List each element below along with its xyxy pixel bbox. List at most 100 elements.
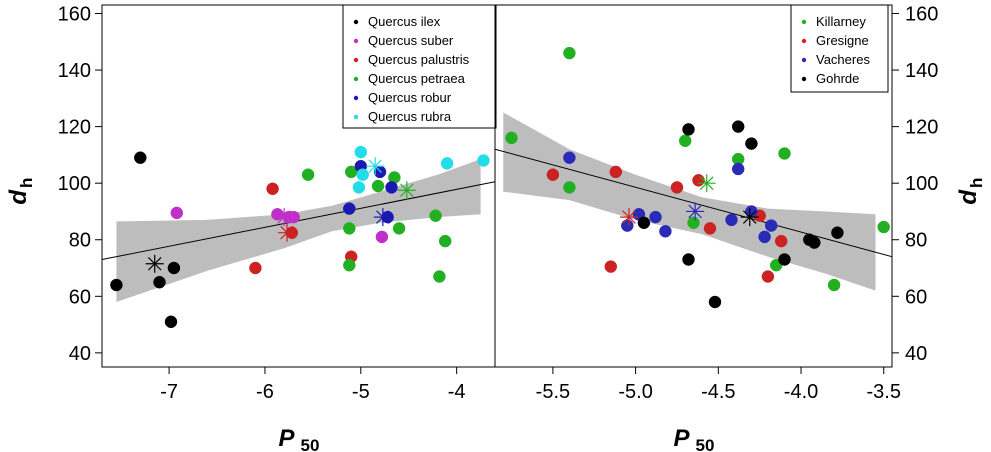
right-y-tick-label: 140	[905, 60, 938, 82]
left-point-2-1	[266, 182, 279, 196]
right-point-3-4	[731, 120, 745, 133]
right-point-2-9	[764, 219, 778, 232]
left-point-5-3	[440, 157, 454, 170]
left-point-3-7	[429, 209, 442, 222]
left-x-axis-title: P	[278, 425, 295, 452]
right-point-1-5	[703, 222, 717, 235]
left-point-0-1	[134, 151, 147, 164]
left-y-axis-title-sub: h	[17, 178, 36, 188]
right-y-tick-label: 100	[905, 173, 938, 195]
left-legend-swatch-2	[353, 57, 359, 63]
left-y-tick-label: 40	[69, 343, 91, 365]
right-point-1-4	[692, 174, 705, 187]
right-legend-swatch-2	[801, 57, 807, 63]
right-mean-stroke	[688, 204, 702, 219]
right-y-axis-title: dh	[955, 178, 986, 205]
right-point-2-3	[649, 210, 662, 224]
right-legend-label-1: Gresigne	[816, 33, 869, 48]
left-point-5-0	[354, 145, 368, 159]
right-legend-label-2: Vacheres	[816, 52, 870, 67]
left-y-tick-label: 160	[58, 3, 91, 25]
left-mean-stroke	[376, 210, 390, 224]
left-mean-marker-0	[145, 254, 164, 273]
left-legend-label-2: Quercus palustris	[368, 52, 470, 67]
left-point-3-4	[371, 179, 385, 193]
right-point-0-9	[877, 220, 890, 234]
right-legend-label-3: Gohrde	[816, 71, 859, 86]
right-point-2-5	[725, 213, 738, 227]
left-y-axis-title: dh	[5, 178, 36, 205]
right-x-tick-label: -5.5	[536, 381, 570, 403]
right-point-3-0	[637, 216, 651, 230]
left-point-1-4	[375, 230, 389, 244]
left-legend-swatch-3	[353, 76, 359, 82]
right-point-0-0	[505, 131, 518, 145]
left-legend-swatch-5	[353, 114, 359, 120]
left-legend-box	[342, 4, 497, 129]
right-legend-swatch-0	[801, 19, 807, 25]
left-legend-label-3: Quercus petraea	[368, 71, 466, 86]
right-y-tick-label: 40	[905, 343, 927, 365]
right-point-3-9	[831, 226, 844, 239]
left-legend-swatch-4	[353, 95, 359, 101]
right-regression-line	[494, 148, 893, 258]
right-x-tick-label: -5.0	[618, 381, 652, 403]
right-mean-stroke	[742, 210, 757, 224]
right-point-3-5	[745, 137, 758, 150]
left-point-4-4	[385, 181, 398, 194]
left-mean-marker-4	[373, 208, 392, 227]
left-point-5-2	[356, 168, 369, 181]
right-point-3-8	[808, 236, 821, 249]
right-point-2-0	[563, 151, 576, 164]
right-y-tick-label: 120	[905, 117, 938, 139]
left-mean-stroke	[400, 183, 414, 198]
left-y-tick-label: 100	[58, 173, 91, 195]
right-point-2-8	[758, 230, 771, 244]
right-point-0-1	[563, 46, 576, 60]
right-point-3-2	[682, 253, 695, 266]
right-y-tick-label: 80	[905, 230, 927, 252]
left-point-3-6	[392, 222, 406, 235]
right-x-tick-label: -4.5	[701, 381, 735, 403]
right-legend-swatch-3	[801, 76, 807, 82]
right-point-0-6	[778, 147, 791, 160]
right-y-axis-title-sub: h	[967, 178, 986, 188]
left-point-1-0	[170, 206, 184, 220]
left-y-axis-title-main: d	[5, 189, 32, 205]
left-mean-stroke	[147, 256, 162, 271]
left-point-3-1	[343, 222, 356, 235]
right-point-3-3	[708, 295, 722, 309]
left-confidence-band	[116, 159, 481, 302]
right-panel: -5.5 -5.0 -4.5 -4.0 -3.540 60 80 100 120 140 160 P 5…	[494, 3, 986, 452]
right-y-tick-label: 160	[905, 3, 938, 25]
left-mean-stroke	[280, 225, 294, 240]
right-point-0-3	[678, 134, 692, 148]
left-legend-label-1: Quercus suber	[368, 33, 454, 48]
left-y-tick-label: 60	[69, 286, 91, 308]
right-legend-swatch-1	[801, 38, 807, 44]
left-mean-stroke	[368, 159, 382, 173]
left-point-0-2	[153, 275, 166, 289]
left-point-4-0	[343, 202, 356, 215]
right-point-0-2	[563, 181, 576, 194]
left-x-tick-label: -5	[352, 381, 370, 403]
right-y-tick-label: 60	[905, 286, 927, 308]
left-x-axis-subscript: 50	[301, 436, 320, 452]
right-point-0-8	[827, 278, 841, 292]
left-legend-swatch-0	[353, 19, 359, 25]
left-mean-marker-2	[277, 223, 296, 242]
left-y-tick-label: 140	[58, 60, 91, 82]
right-plot-frame	[494, 4, 893, 368]
left-point-3-9	[438, 234, 452, 248]
left-point-2-0	[249, 261, 262, 275]
left-y-tick-label: 120	[58, 117, 91, 139]
right-point-3-1	[682, 123, 695, 136]
right-mean-marker-2	[686, 202, 705, 221]
right-point-1-3	[670, 181, 684, 194]
left-legend-label-5: Quercus rubra	[368, 109, 452, 124]
left-point-0-3	[164, 315, 178, 329]
right-point-1-0	[546, 168, 560, 181]
left-y-tick-label: 80	[69, 230, 91, 252]
left-mean-marker-5	[366, 157, 385, 176]
